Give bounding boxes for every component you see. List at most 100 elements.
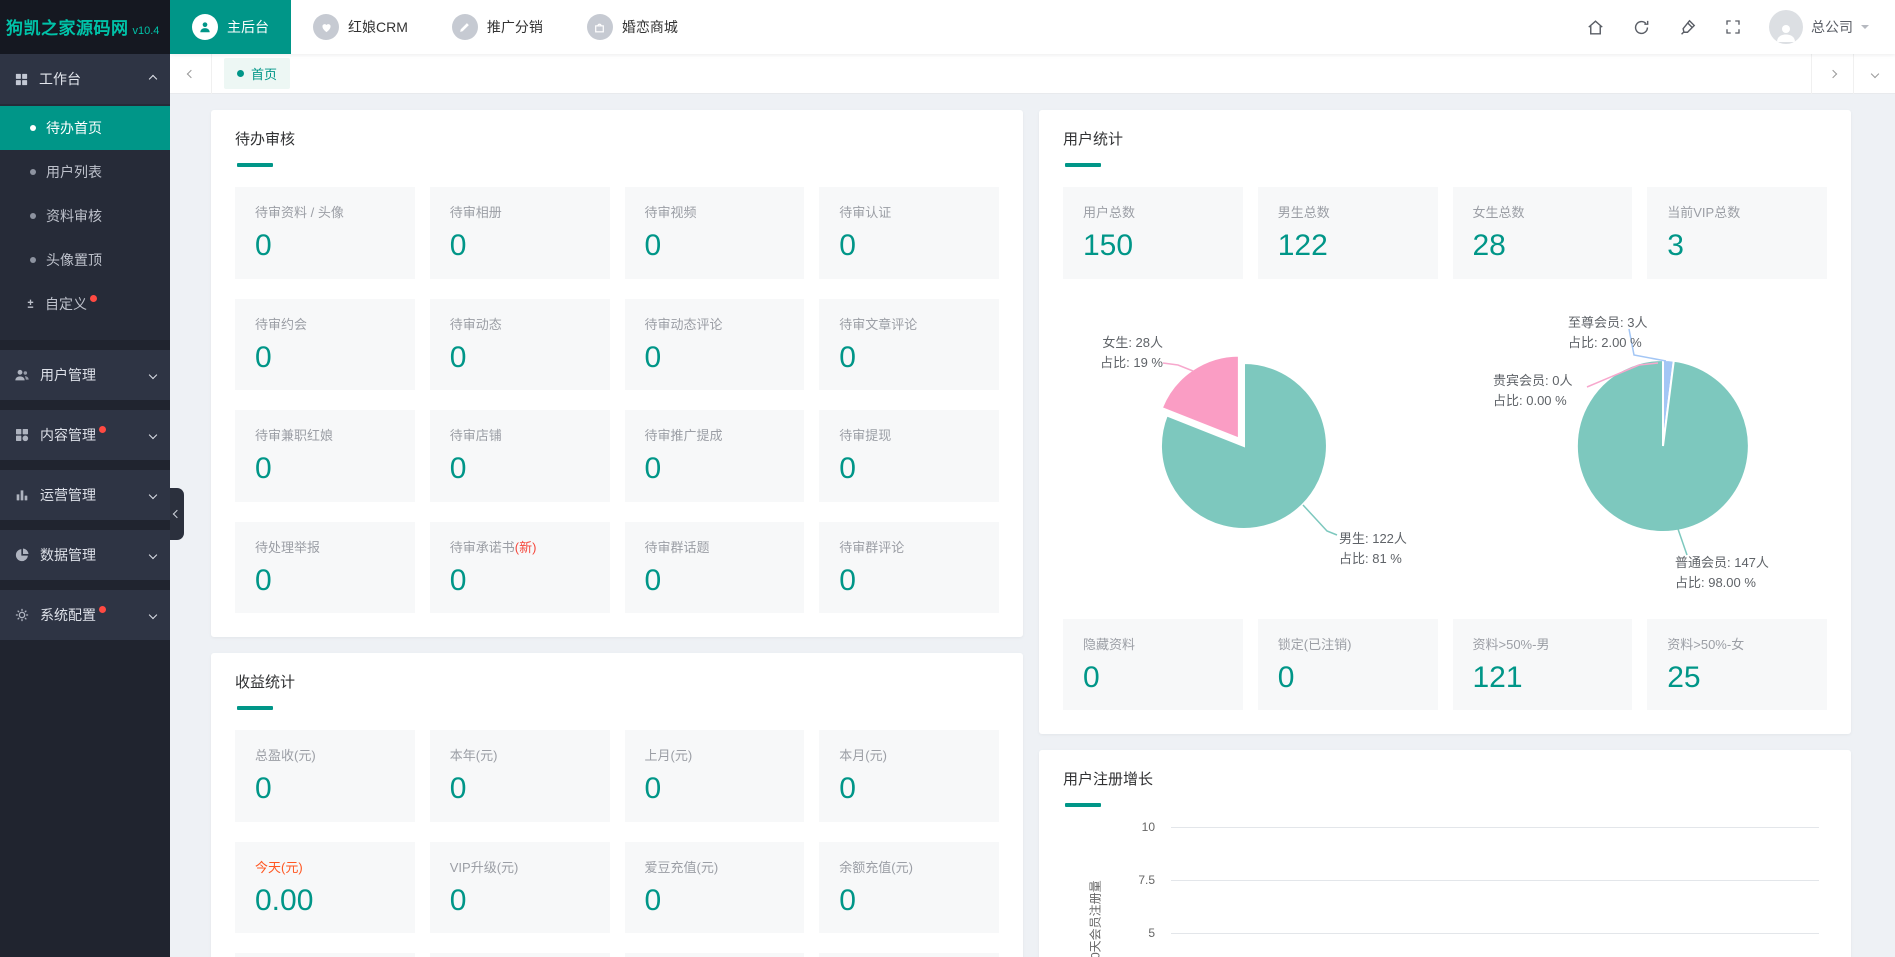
- todo-stat-box[interactable]: 待审兼职红娘 0: [235, 410, 415, 502]
- bar-chart-icon: [14, 487, 30, 503]
- pencil-icon: [451, 14, 478, 40]
- store-icon: [586, 14, 613, 40]
- user-bottom-stat-grid: 隐藏资料 0 锁定(已注销) 0 资料>50%-男 121 资料>50%-女 2…: [1063, 618, 1827, 710]
- todo-stat-box[interactable]: 待审推广提成 0: [624, 410, 805, 502]
- todo-stat-box[interactable]: 待处理举报 0: [235, 521, 415, 613]
- user-menu[interactable]: 总公司: [1769, 10, 1869, 44]
- chevron-up-icon: [148, 74, 158, 84]
- sidebar-group-label: 用户管理: [40, 367, 96, 383]
- stat-value: 0: [449, 229, 467, 262]
- pie-label-male: 男生: 122人 占比: 81 %: [1339, 530, 1407, 567]
- todo-stat-box[interactable]: 待审店铺 0: [429, 410, 610, 502]
- sidebar-item-custom[interactable]: 自定义: [0, 282, 170, 326]
- sidebar-collapse-handle[interactable]: [170, 488, 184, 540]
- todo-stat-box[interactable]: 待审动态评论 0: [624, 298, 805, 390]
- stat-value: 0: [255, 452, 272, 485]
- revenue-stat-box: 推广员升级(元) 0: [429, 953, 610, 957]
- stat-value: 0: [449, 563, 467, 597]
- gear-icon: [14, 607, 30, 623]
- todo-stat-box[interactable]: 待审提现 0: [819, 410, 999, 502]
- home-icon[interactable]: [1586, 18, 1605, 37]
- tab-scroll-right[interactable]: [1811, 53, 1853, 94]
- tab-scroll-left[interactable]: [170, 53, 212, 94]
- stat-value: 0: [255, 563, 272, 597]
- sidebar-item-label: 头像置顶: [46, 252, 102, 268]
- bullet-icon: [30, 169, 36, 175]
- sidebar-group-data-mgmt[interactable]: 数据管理: [0, 530, 170, 580]
- stat-value: 0: [839, 340, 856, 374]
- stat-value: 150: [1083, 229, 1134, 262]
- top-navbar: 主后台 红娘CRM 推广分销 婚恋商城: [170, 0, 1895, 54]
- todo-stat-box[interactable]: 待审群话题 0: [624, 521, 805, 613]
- sidebar-item-avatar-top[interactable]: 头像置顶: [0, 238, 170, 282]
- gender-pie-chart: [1159, 354, 1328, 530]
- fullscreen-icon[interactable]: [1724, 18, 1742, 36]
- todo-stat-box[interactable]: 待审约会 0: [235, 298, 415, 390]
- tab-menu-dropdown[interactable]: [1853, 53, 1895, 94]
- bullet-icon: [30, 125, 36, 131]
- sidebar-group-content-mgmt[interactable]: 内容管理: [0, 410, 170, 460]
- brush-icon[interactable]: [1678, 18, 1697, 37]
- bullet-icon: [30, 213, 36, 219]
- refresh-icon[interactable]: [1632, 18, 1651, 37]
- sidebar-item-label: 待办首页: [46, 120, 102, 136]
- revenue-stat-box: 上月(元) 0: [624, 730, 805, 822]
- sidebar-group-user-mgmt[interactable]: 用户管理: [0, 350, 170, 400]
- sidebar-group-label: 运营管理: [40, 487, 96, 503]
- stat-value: 0: [449, 772, 467, 805]
- sidebar-group-system-config[interactable]: 系统配置: [0, 590, 170, 640]
- todo-stat-box[interactable]: 待审群评论 0: [819, 521, 999, 613]
- pie-chart-icon: [14, 547, 30, 563]
- stat-value: 0.00: [255, 883, 314, 917]
- todo-stat-box[interactable]: 待审承诺书(新) 0: [429, 521, 610, 613]
- todo-stat-box[interactable]: 待审认证 0: [819, 187, 999, 279]
- sidebar-item-user-list[interactable]: 用户列表: [0, 150, 170, 194]
- stat-value: 0: [644, 452, 662, 485]
- tab-home-label: 首页: [251, 67, 278, 82]
- sidebar-item-profile-review[interactable]: 资料审核: [0, 194, 170, 238]
- user-stats-card: 用户统计 用户总数 150 男生总数 122 女生总数 28: [1039, 110, 1851, 734]
- sidebar-group-operation-mgmt[interactable]: 运营管理: [0, 470, 170, 520]
- todo-stat-box[interactable]: 待审相册 0: [429, 187, 610, 279]
- title-accent-bar: [1065, 163, 1101, 167]
- stat-value: 0: [839, 229, 856, 262]
- app-logo-text: 狗凯之家源码网: [6, 19, 129, 38]
- register-growth-line-chart: 最近10天会员注册量 10 7.5 5: [1063, 820, 1827, 957]
- tab-home[interactable]: 首页: [224, 58, 291, 89]
- user-bottom-stat-box: 资料>50%-男 121: [1452, 618, 1633, 710]
- pie-label-vip-member: 贵宾会员: 0人 占比: 0.00 %: [1493, 372, 1573, 409]
- user-stat-box: 女生总数 28: [1452, 187, 1633, 279]
- chevron-down-icon: [148, 370, 158, 380]
- user-stat-box: 男生总数 122: [1257, 187, 1438, 279]
- nav-tab-label: 婚恋商城: [621, 19, 678, 35]
- revenue-stats-card: 收益统计 总盈收(元) 0 本年(元) 0 上月(元) 0: [211, 653, 1023, 957]
- title-accent-bar: [237, 706, 273, 710]
- revenue-stat-box: 总盈收(元) 0: [235, 730, 415, 822]
- todo-stat-box[interactable]: 待审文章评论 0: [819, 298, 999, 390]
- revenue-stat-box: 活动报名(元) 0: [235, 953, 415, 957]
- nav-tab-promotion[interactable]: 推广分销: [430, 0, 565, 54]
- todo-stat-box[interactable]: 待审视频 0: [624, 187, 805, 279]
- y-axis-tick: 10: [1141, 820, 1155, 834]
- nav-tab-mall[interactable]: 婚恋商城: [565, 0, 700, 54]
- nav-tab-main-backend[interactable]: 主后台: [170, 0, 291, 54]
- notification-dot: [90, 294, 97, 302]
- user-bottom-stat-box: 锁定(已注销) 0: [1257, 618, 1438, 710]
- stat-value: 0: [839, 452, 856, 485]
- card-title: 收益统计: [235, 674, 296, 691]
- todo-stat-box[interactable]: 待审资料 / 头像 0: [235, 187, 415, 279]
- nav-tab-matchmaker-crm[interactable]: 红娘CRM: [291, 0, 430, 54]
- bullet-icon: [30, 257, 36, 263]
- grid-row: 5: [1121, 926, 1827, 957]
- sidebar-group-label: 数据管理: [40, 547, 96, 563]
- sidebar-item-todo-home[interactable]: 待办首页: [0, 106, 170, 150]
- sidebar: 狗凯之家源码网 v10.4 工作台 待办首页 用户列表 资料审核: [0, 0, 170, 957]
- stat-value: 0: [449, 883, 467, 917]
- stat-value: 122: [1277, 229, 1328, 262]
- stat-value: 0: [255, 340, 272, 374]
- revenue-stat-grid: 总盈收(元) 0 本年(元) 0 上月(元) 0 本月(元) 0 今天(: [235, 730, 999, 957]
- todo-stat-box[interactable]: 待审动态 0: [429, 298, 610, 390]
- sidebar-group-workbench[interactable]: 工作台: [0, 54, 170, 104]
- stat-value: 0: [255, 772, 272, 805]
- title-accent-bar: [237, 163, 273, 167]
